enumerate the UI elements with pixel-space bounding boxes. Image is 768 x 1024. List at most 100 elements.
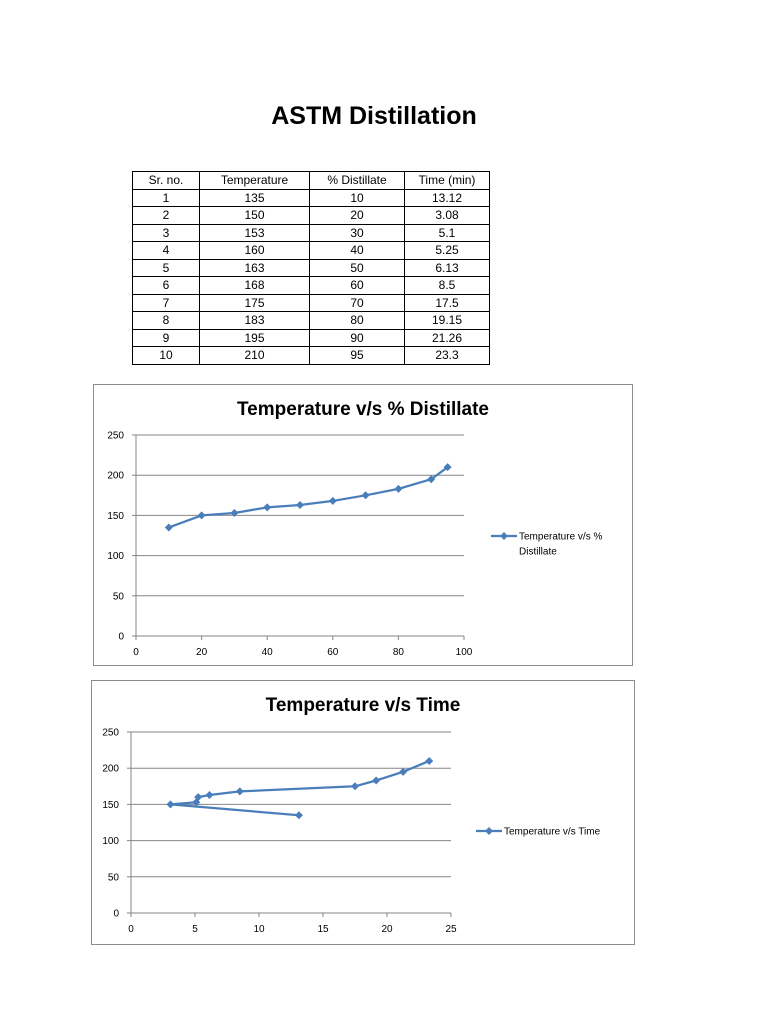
cell-temperature: 168	[199, 276, 310, 295]
y-tick-label: 200	[102, 764, 119, 775]
header-temperature: Temperature	[199, 171, 310, 190]
header-time: Time (min)	[404, 171, 490, 190]
x-tick-label: 0	[128, 924, 134, 935]
data-point	[399, 767, 408, 776]
time-chart: Temperature v/s Time 0 50 100 150 200 250 0 5 10 1…	[91, 680, 635, 945]
data-point	[194, 793, 203, 802]
cell-distillate: 40	[309, 241, 405, 260]
legend-label: Temperature v/s Time	[504, 827, 601, 838]
distillate-chart: Temperature v/s % Distillate 0 50 100 150 200…	[93, 384, 633, 666]
cell-distillate: 50	[309, 258, 405, 277]
cell-temperature: 150	[199, 206, 310, 225]
x-tick-label: 10	[253, 924, 265, 935]
x-tick-label: 100	[456, 647, 473, 658]
data-point	[394, 484, 403, 493]
table-row: 4 160 40 5.25	[132, 241, 490, 260]
x-tick-label: 40	[262, 647, 274, 658]
y-tick-label: 100	[102, 836, 119, 847]
cell-sr-no: 4	[132, 241, 200, 260]
cell-temperature: 210	[199, 346, 310, 365]
data-point	[235, 787, 244, 796]
cell-distillate: 95	[309, 346, 405, 365]
data-point	[164, 523, 173, 532]
cell-time: 3.08	[404, 206, 490, 225]
cell-sr-no: 9	[132, 328, 200, 347]
cell-sr-no: 8	[132, 311, 200, 330]
data-point	[230, 508, 239, 517]
cell-time: 6.13	[404, 258, 490, 277]
cell-time: 5.1	[404, 223, 490, 242]
table-row: 5 163 50 6.13	[132, 258, 490, 277]
cell-distillate: 20	[309, 206, 405, 225]
x-tick-label: 5	[192, 924, 198, 935]
table-body: 1 135 10 13.12 2 150 20 3.08 3 153 30 5.1 4 160 40 5.25…	[132, 188, 490, 365]
data-point	[205, 790, 214, 799]
cell-time: 21.26	[404, 328, 490, 347]
data-point	[296, 500, 304, 509]
header-distillate: % Distillate	[309, 171, 405, 190]
y-tick-label: 200	[107, 471, 124, 482]
y-tick-label: 0	[113, 909, 119, 920]
cell-sr-no: 7	[132, 293, 200, 312]
y-tick-label: 100	[107, 551, 124, 562]
cell-temperature: 135	[199, 188, 310, 207]
time-series-line	[169, 759, 430, 817]
data-point	[443, 463, 452, 472]
data-point	[328, 496, 337, 505]
x-tick-label: 20	[381, 924, 393, 935]
table-row: 9 195 90 21.26	[132, 328, 490, 347]
distillate-chart-title: Temperature v/s % Distillate	[237, 399, 489, 420]
data-point	[351, 782, 359, 791]
data-point	[294, 811, 303, 820]
cell-sr-no: 6	[132, 276, 200, 295]
cell-temperature: 175	[199, 293, 310, 312]
table-row: 7 175 70 17.5	[132, 293, 490, 312]
cell-temperature: 163	[199, 258, 310, 277]
cell-distillate: 70	[309, 293, 405, 312]
page-title: ASTM Distillation	[271, 102, 477, 130]
table-row: 8 183 80 19.15	[132, 311, 490, 330]
data-point	[425, 756, 434, 765]
cell-time: 17.5	[404, 293, 490, 312]
cell-distillate: 80	[309, 311, 405, 330]
table-row: 6 168 60 8.5	[132, 276, 490, 295]
cell-distillate: 30	[309, 223, 405, 242]
cell-sr-no: 5	[132, 258, 200, 277]
data-point	[166, 800, 175, 809]
x-tick-label: 15	[317, 924, 329, 935]
y-tick-label: 50	[108, 872, 120, 883]
cell-distillate: 60	[309, 276, 405, 295]
cell-time: 5.25	[404, 241, 490, 260]
x-tick-label: 0	[133, 647, 139, 658]
table-row: 1 135 10 13.12	[132, 188, 490, 207]
cell-temperature: 160	[199, 241, 310, 260]
data-point	[197, 511, 206, 520]
x-tick-label: 60	[327, 647, 339, 658]
header-sr-no: Sr. no.	[132, 171, 200, 190]
cell-time: 23.3	[404, 346, 490, 365]
cell-distillate: 90	[309, 328, 405, 347]
table-row: 10 210 95 23.3	[132, 346, 490, 365]
data-point	[263, 503, 272, 512]
table-row: 2 150 20 3.08	[132, 206, 490, 225]
x-tick-label: 20	[196, 647, 208, 658]
distillate-chart-svg: Temperature v/s % Distillate050100150200…	[107, 399, 602, 658]
data-point	[427, 475, 436, 484]
cell-sr-no: 10	[132, 346, 200, 365]
legend-label: Distillate	[519, 547, 557, 558]
cell-sr-no: 2	[132, 206, 200, 225]
distillate-series-line	[168, 466, 449, 529]
time-chart-svg: Temperature v/s Time 0 50 100 150 200 250 0 5 10 1…	[102, 695, 601, 935]
cell-temperature: 183	[199, 311, 310, 330]
cell-time: 8.5	[404, 276, 490, 295]
y-tick-label: 150	[102, 800, 119, 811]
cell-sr-no: 3	[132, 223, 200, 242]
cell-temperature: 153	[199, 223, 310, 242]
x-tick-label: 80	[393, 647, 405, 658]
cell-temperature: 195	[199, 328, 310, 347]
x-tick-label: 25	[445, 924, 457, 935]
cell-time: 13.12	[404, 188, 490, 207]
cell-sr-no: 1	[132, 188, 200, 207]
cell-distillate: 10	[309, 188, 405, 207]
data-point	[361, 491, 370, 500]
